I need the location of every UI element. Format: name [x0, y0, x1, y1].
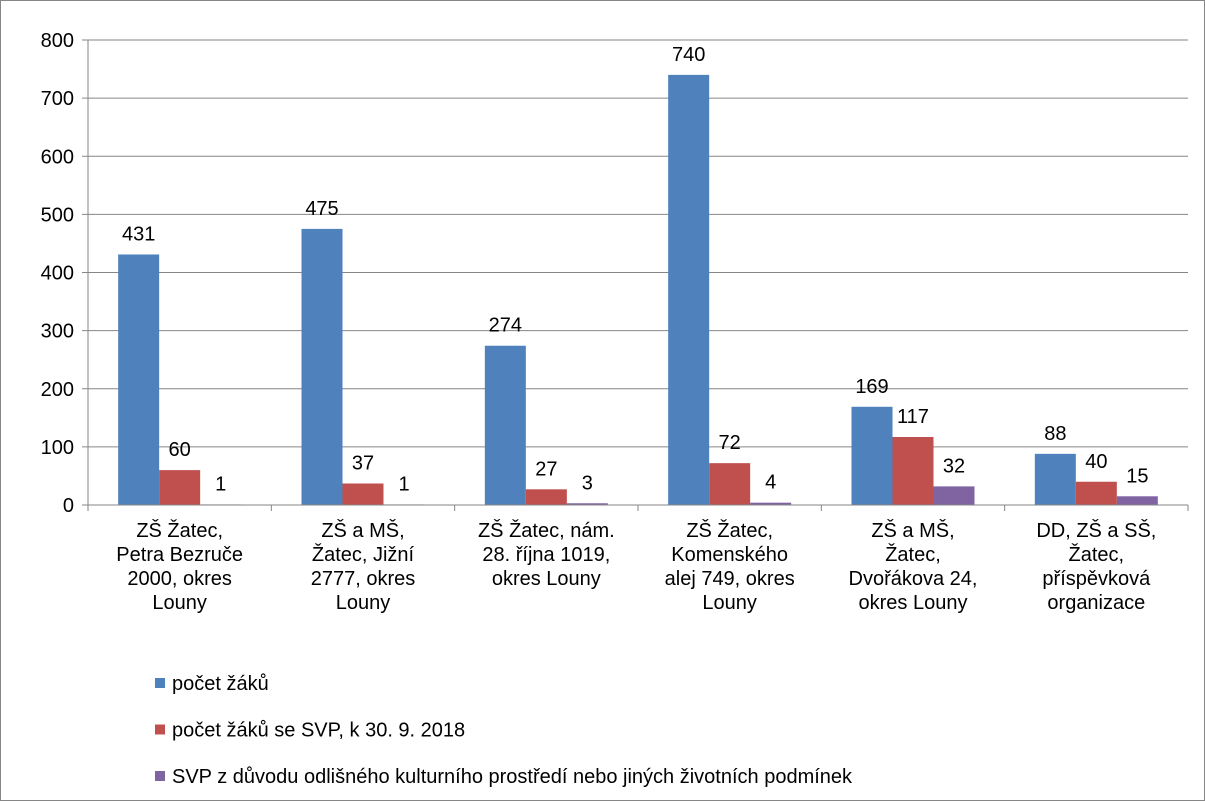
data-label: 4: [765, 472, 776, 494]
data-label: 274: [489, 315, 522, 337]
legend-swatch: [155, 771, 165, 781]
data-label: 15: [1126, 465, 1148, 487]
y-tick-label: 200: [41, 379, 74, 401]
bar: [525, 489, 567, 505]
data-label: 117: [897, 406, 929, 428]
legend-label: SVP z důvodu odlišného kulturního prostř…: [172, 766, 853, 788]
bar: [668, 74, 710, 505]
x-tick-label: ZŠ a MŠ, Žatec, Jižní 2777, okres Louny: [311, 519, 416, 614]
bar: [118, 254, 160, 505]
bar: [709, 463, 751, 505]
data-label: 72: [719, 432, 741, 454]
data-label: 431: [122, 223, 155, 245]
bar: [1116, 496, 1158, 505]
bar: [301, 228, 343, 505]
data-label: 32: [943, 455, 965, 477]
y-tick-label: 500: [41, 204, 74, 226]
data-label: 1: [398, 473, 409, 495]
y-tick-label: 300: [41, 321, 74, 343]
data-label: 60: [169, 439, 191, 461]
legend-label: počet žáků se SVP, k 30. 9. 2018: [172, 720, 465, 742]
bar: [933, 486, 975, 505]
x-tick-label: ZŠ Žatec, Komenského alej 749, okres Louny: [665, 519, 795, 614]
bar: [566, 503, 608, 505]
legend-label: počet žáků: [172, 673, 269, 695]
data-label: 740: [672, 44, 705, 66]
legend-swatch: [155, 678, 165, 688]
data-label: 40: [1085, 451, 1107, 473]
bar: [750, 502, 792, 505]
y-tick-label: 800: [41, 30, 74, 52]
data-label: 88: [1044, 423, 1066, 445]
bar: [851, 406, 893, 505]
data-label: 475: [305, 198, 338, 220]
y-tick-label: 0: [63, 495, 74, 517]
x-tick-label: ZŠ a MŠ, Žatec, Dvořákova 24, okres Louny: [849, 519, 978, 614]
bar: [892, 436, 934, 505]
x-tick-label: ZŠ Žatec, nám. 28. října 1019, okres Louny: [478, 519, 615, 590]
data-label: 169: [855, 376, 888, 398]
legend-swatch: [155, 724, 165, 735]
bar: [159, 470, 201, 505]
data-label: 3: [582, 472, 593, 494]
data-label: 27: [535, 458, 557, 480]
y-tick-label: 700: [41, 88, 74, 110]
y-tick-label: 600: [41, 146, 74, 168]
y-tick-label: 100: [41, 437, 74, 459]
bar: [1034, 453, 1076, 505]
x-tick-label: DD, ZŠ a SŠ, Žatec, příspěvková organizace: [1036, 519, 1156, 614]
bar: [484, 345, 526, 505]
bar: [1075, 481, 1117, 505]
data-label: 1: [215, 473, 226, 495]
bar: [342, 483, 384, 505]
y-tick-label: 400: [41, 263, 74, 285]
data-label: 37: [352, 452, 374, 474]
x-tick-label: ZŠ Žatec, Petra Bezruče 2000, okres Louny: [116, 519, 243, 614]
